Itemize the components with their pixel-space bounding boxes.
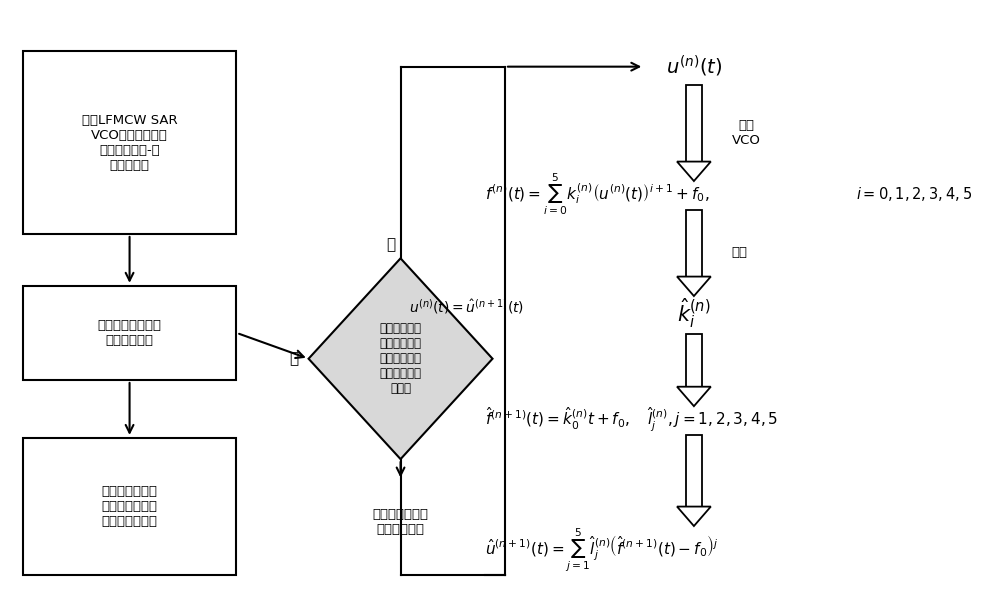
Polygon shape <box>677 161 711 181</box>
Text: $f^{(n)}(t)=\sum_{i=0}^{5}k_i^{(n)}\left(u^{(n)}(t)\right)^{i+1}+f_0,$: $f^{(n)}(t)=\sum_{i=0}^{5}k_i^{(n)}\left… <box>485 172 709 217</box>
Text: 在该电压下，
得到的一维脉
压性能指标是
否符合最佳性
能要求: 在该电压下， 得到的一维脉 压性能指标是 否符合最佳性 能要求 <box>380 322 422 395</box>
Text: $u^{(n)}(t)=\hat{u}^{(n+1)}(t)$: $u^{(n)}(t)=\hat{u}^{(n+1)}(t)$ <box>409 298 524 316</box>
Text: 判断迭代终止条
件，得到最佳预
失真电压估计值: 判断迭代终止条 件，得到最佳预 失真电压估计值 <box>102 485 158 528</box>
Bar <box>686 335 702 387</box>
Polygon shape <box>677 507 711 526</box>
Text: $\hat{f}^{(n+1)}(t)=\hat{k}_0^{(n)}t+f_0,\quad\hat{l}_j^{(n)},j=1,2,3,4,5$: $\hat{f}^{(n+1)}(t)=\hat{k}_0^{(n)}t+f_0… <box>485 405 778 433</box>
Bar <box>686 435 702 507</box>
Bar <box>686 209 702 276</box>
Bar <box>686 85 702 161</box>
Polygon shape <box>677 387 711 406</box>
Text: 采集LFMCW SAR
VCO输出的射频信
号，拟合频率-电
压特性曲线: 采集LFMCW SAR VCO输出的射频信 号，拟合频率-电 压特性曲线 <box>82 114 177 172</box>
Text: $\hat{k}_i^{(n)}$: $\hat{k}_i^{(n)}$ <box>677 297 711 330</box>
Polygon shape <box>677 276 711 296</box>
Text: 估计: 估计 <box>732 246 748 259</box>
Text: 激励
VCO: 激励 VCO <box>732 119 761 147</box>
Text: $i=0,1,2,3,4,5$: $i=0,1,2,3,4,5$ <box>856 185 972 203</box>
FancyBboxPatch shape <box>23 52 236 234</box>
FancyBboxPatch shape <box>23 286 236 380</box>
Text: 该预失真电压为
符合要求电压: 该预失真电压为 符合要求电压 <box>373 508 429 536</box>
Text: 是: 是 <box>290 351 299 366</box>
Text: $\hat{u}^{(n+1)}(t)=\sum_{j=1}^{5}\hat{l}_j^{(n)}\left(\hat{f}^{(n+1)}(t)-f_0\ri: $\hat{u}^{(n+1)}(t)=\sum_{j=1}^{5}\hat{l… <box>485 527 718 574</box>
Text: 计算得到新的预失
真电压估计值: 计算得到新的预失 真电压估计值 <box>98 319 162 347</box>
Text: 否: 否 <box>386 237 396 252</box>
Text: $u^{(n)}(t)$: $u^{(n)}(t)$ <box>666 54 722 79</box>
FancyBboxPatch shape <box>23 438 236 575</box>
Polygon shape <box>309 258 493 459</box>
